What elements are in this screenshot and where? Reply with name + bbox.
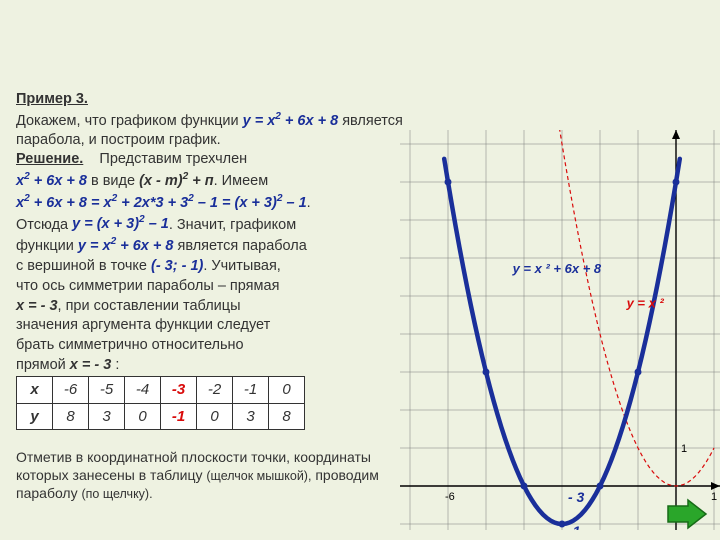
table-cell: 0 [125, 403, 161, 430]
table-header: x [17, 377, 53, 404]
table-cell: -2 [197, 377, 233, 404]
solution-text: прямой [16, 357, 70, 373]
solution-formula: x2 + 6x + 8 [16, 173, 87, 189]
table-cell: 0 [197, 403, 233, 430]
solution-text: : [111, 357, 119, 373]
solution-text: , при составлении таблицы [58, 298, 241, 314]
solution-text: Отсюда [16, 216, 72, 232]
solution-formula: x2 + 6x + 8 = x2 + 2x*3 + 32 – 1 = (x + … [16, 195, 307, 211]
solution-text: является парабола [173, 238, 306, 254]
example-title: Пример 3. [16, 91, 88, 107]
vertex-point: (- 3; - 1) [151, 258, 203, 274]
svg-text:1: 1 [711, 491, 717, 503]
solution-formula: y = x2 + 6x + 8 [78, 238, 174, 254]
values-table: x-6-5-4-3-2-10 y830-1038 [16, 376, 305, 430]
footnote-small: (щелчок мышкой), [206, 469, 311, 483]
solution-text: . [307, 195, 311, 211]
solution-formula: (x - m)2 + п [139, 173, 214, 189]
table-cell: 0 [269, 377, 305, 404]
next-button[interactable] [666, 498, 708, 530]
example-text: Докажем, что графиком функции [16, 113, 243, 129]
table-cell: -6 [53, 377, 89, 404]
solution-text: значения аргумента функции следует [16, 316, 406, 335]
table-cell: 8 [269, 403, 305, 430]
table-cell: 8 [53, 403, 89, 430]
svg-text:1: 1 [681, 443, 687, 455]
table-cell: -1 [161, 403, 197, 430]
axis-line: x = - 3 [70, 357, 112, 373]
svg-text:y = x ²: y = x ² [626, 295, 665, 310]
svg-text:-6: -6 [445, 491, 455, 503]
table-row: x-6-5-4-3-2-10 [17, 377, 305, 404]
solution-text: . Учитывая, [203, 258, 280, 274]
table-cell: -5 [89, 377, 125, 404]
footnote-small: (по щелчку). [82, 487, 153, 501]
solution-formula: y = (x + 3)2 – 1 [72, 216, 169, 232]
table-cell: -3 [161, 377, 197, 404]
table-cell: -1 [233, 377, 269, 404]
svg-text:- 3: - 3 [568, 489, 585, 505]
example-block: Пример 3. Докажем, что графиком функции … [16, 90, 406, 376]
table-cell: 3 [233, 403, 269, 430]
solution-text: брать симметрично относительно [16, 336, 406, 355]
svg-text:-1: -1 [568, 523, 581, 530]
table-cell: -4 [125, 377, 161, 404]
svg-text:y = x ² + 6x + 8: y = x ² + 6x + 8 [512, 261, 602, 276]
parabola-chart[interactable]: y = x ² + 6x + 8 y = x ² - 3 -1 1 1 -6 [400, 130, 720, 530]
solution-text: в виде [87, 173, 139, 189]
solution-text: функции [16, 238, 78, 254]
footnote: Отметив в координатной плоскости точки, … [16, 448, 396, 503]
solution-label: Решение. [16, 151, 83, 167]
solution-text: . Имеем [214, 173, 269, 189]
table-header: y [17, 403, 53, 430]
solution-text: что ось симметрии параболы – прямая [16, 277, 406, 296]
solution-text: . Значит, графиком [169, 216, 296, 232]
axis-line: x = - 3 [16, 298, 58, 314]
solution-text: с вершиной в точке [16, 258, 151, 274]
table-row: y830-1038 [17, 403, 305, 430]
example-formula: y = x2 + 6x + 8 [243, 113, 343, 129]
solution-text: Представим трехчлен [83, 151, 247, 167]
table-cell: 3 [89, 403, 125, 430]
